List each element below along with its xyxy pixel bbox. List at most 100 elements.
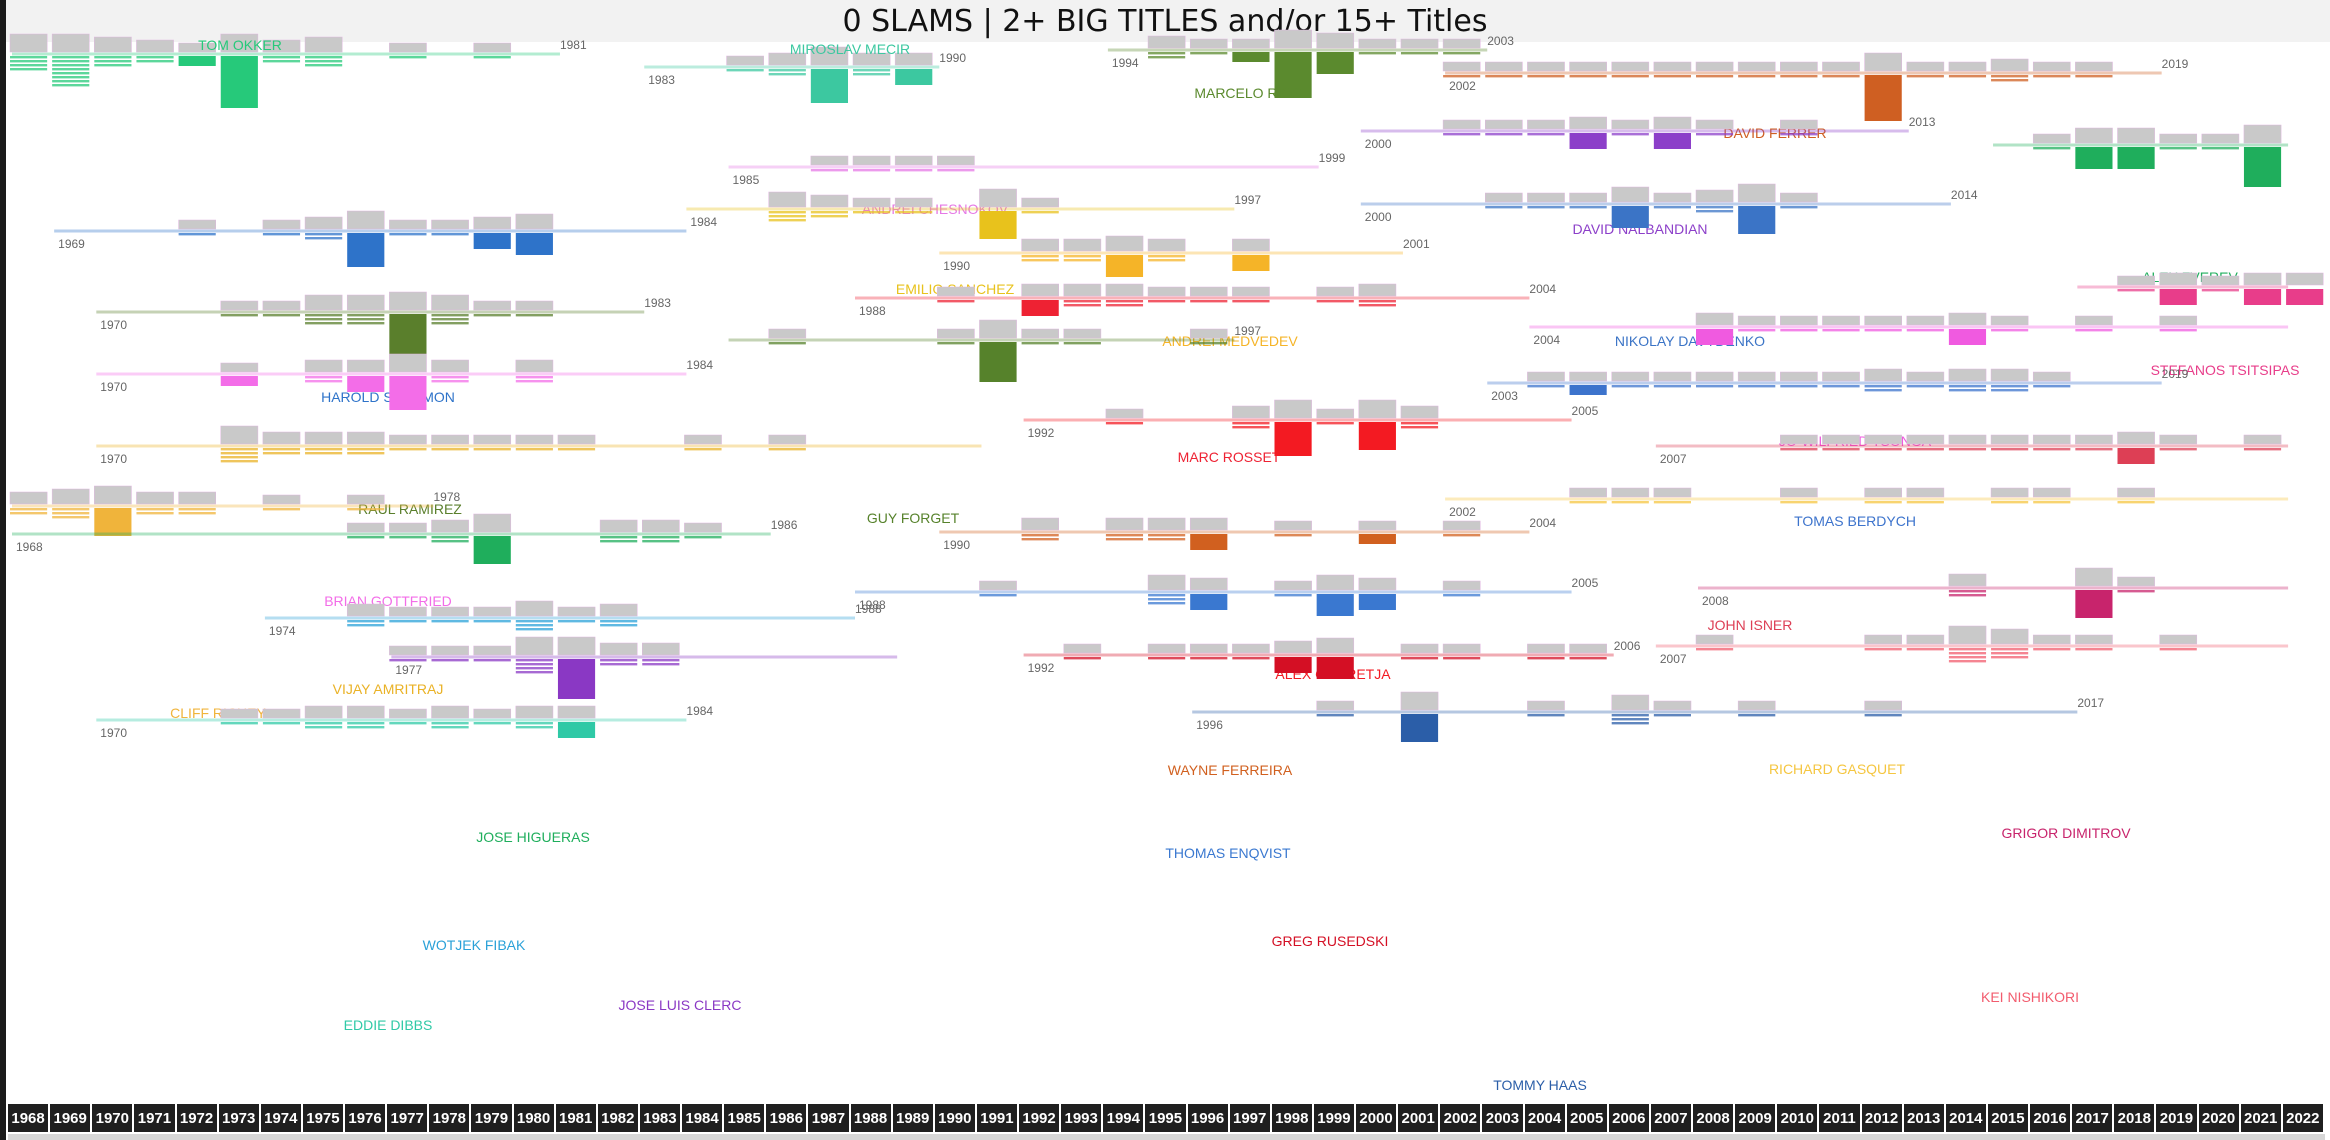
jose-higueras-end-year: 1986 bbox=[771, 518, 798, 532]
raul-ramirez-cap-1976 bbox=[346, 294, 385, 311]
nikolay-davydenko-cap-2006 bbox=[1611, 186, 1650, 203]
marc-rosset-start-year: 1988 bbox=[859, 304, 886, 318]
brian-gottfried-career-line bbox=[96, 372, 687, 376]
vijay-amritraj-title-mark-1976-1 bbox=[347, 452, 385, 455]
jose-luis-clerc-title-mark-1982-0 bbox=[600, 659, 638, 662]
david-ferrer-title-mark-2003-0 bbox=[1485, 75, 1523, 78]
year-label-1987: 1987 bbox=[808, 1104, 849, 1132]
raul-ramirez-title-mark-1976-1 bbox=[347, 318, 385, 321]
grigor-dimitrov-cap-2018 bbox=[2117, 576, 2155, 587]
alex-corretja-start-year: 1992 bbox=[1028, 426, 1055, 440]
marcelo-rios-name: MARCELO RIOS bbox=[1194, 85, 1301, 101]
guy-forget-title-mark-1996-0 bbox=[1190, 342, 1228, 345]
jose-luis-clerc-title-mark-1979-0 bbox=[473, 659, 511, 662]
raul-ramirez-big-title-1977 bbox=[389, 314, 427, 354]
vijay-amritraj-cap-1974 bbox=[262, 431, 301, 445]
thomas-enqvist-title-mark-1995-0 bbox=[1148, 594, 1186, 597]
vijay-amritraj-cap-1984 bbox=[684, 434, 722, 445]
david-nalbandian-title-mark-2004-0 bbox=[1527, 133, 1565, 136]
andrei-medvedev-start-year: 1990 bbox=[943, 259, 970, 273]
thomas-enqvist-big-title-1999 bbox=[1316, 594, 1354, 616]
david-ferrer-title-mark-2002-0 bbox=[1443, 75, 1481, 78]
tomas-berdych-title-mark-2015-1 bbox=[1991, 389, 2029, 392]
wotjek-fibak-cap-1980 bbox=[515, 600, 554, 617]
alex-zverev-cap-2020 bbox=[2201, 133, 2240, 144]
alex-zverev-title-mark-2016-0 bbox=[2033, 147, 2071, 150]
marcelo-rios-big-title-1999 bbox=[1316, 52, 1354, 74]
richard-gasquet-cap-2006 bbox=[1611, 487, 1650, 498]
miroslav-mecir-title-mark-1985-0 bbox=[726, 69, 764, 72]
guy-forget-name: GUY FORGET bbox=[867, 510, 960, 526]
andrei-medvedev-big-title-1997 bbox=[1232, 255, 1270, 271]
tomas-berdych-title-mark-2010-0 bbox=[1780, 385, 1818, 388]
richard-gasquet-cap-2012 bbox=[1864, 487, 1902, 498]
tommy-haas-title-mark-2007-0 bbox=[1653, 714, 1691, 717]
wotjek-fibak-title-mark-1980-1 bbox=[515, 624, 553, 627]
tom-okker-big-title-1972 bbox=[178, 56, 216, 66]
john-isner-cap-2019 bbox=[2159, 434, 2198, 445]
wotjek-fibak-name: WOTJEK FIBAK bbox=[423, 937, 526, 953]
greg-rusedski-cap-1998 bbox=[1274, 640, 1312, 654]
harold-solomon-cap-1979 bbox=[473, 216, 512, 230]
kei-nishikori-cap-2016 bbox=[2032, 634, 2071, 645]
nikolay-davydenko-title-mark-2008-0 bbox=[1696, 206, 1734, 209]
greg-rusedski-cap-1993 bbox=[1063, 643, 1102, 654]
marcelo-rios-cap-1996 bbox=[1189, 38, 1228, 49]
tomas-berdych-title-mark-2012-1 bbox=[1864, 389, 1902, 392]
wayne-ferreira-title-mark-1994-0 bbox=[1105, 534, 1144, 537]
stefanos-tsitsipas-career-line bbox=[2077, 285, 2289, 289]
jo-wilfried-tsonga-start-year: 2004 bbox=[1533, 333, 1560, 347]
year-label-2011: 2011 bbox=[1819, 1104, 1860, 1132]
raul-ramirez-name: RAUL RAMIREZ bbox=[358, 501, 462, 517]
andrei-chesnokov-cap-1987 bbox=[810, 155, 849, 166]
raul-ramirez-cap-1977 bbox=[389, 291, 427, 311]
tommy-haas-title-mark-1999-0 bbox=[1316, 714, 1354, 717]
kei-nishikori-career-line bbox=[1655, 644, 2289, 648]
emilio-sanchez-title-mark-1987-1 bbox=[810, 215, 848, 218]
guy-forget-end-year: 1997 bbox=[1234, 324, 1261, 338]
john-isner-cap-2015 bbox=[1990, 434, 2029, 445]
wotjek-fibak-title-mark-1976-1 bbox=[347, 624, 385, 627]
eddie-dibbs-cap-1979 bbox=[473, 708, 512, 719]
harold-solomon-cap-1976 bbox=[346, 210, 385, 230]
tomas-berdych-title-mark-2012-0 bbox=[1864, 385, 1902, 388]
tom-okker-title-mark-1968-2 bbox=[10, 64, 48, 67]
jose-higueras-title-mark-1983-0 bbox=[642, 536, 680, 539]
kei-nishikori-title-mark-2014-2 bbox=[1948, 656, 1987, 659]
eddie-dibbs-title-mark-1980-0 bbox=[515, 722, 553, 725]
stefanos-tsitsipas-title-mark-2018-0 bbox=[2117, 289, 2155, 292]
thomas-enqvist-title-mark-1995-1 bbox=[1148, 598, 1186, 601]
raul-ramirez-title-mark-1975-1 bbox=[305, 318, 343, 321]
david-ferrer-big-title-2012 bbox=[1864, 75, 1902, 121]
cliff-richey-title-mark-1971-0 bbox=[136, 508, 174, 511]
stefanos-tsitsipas-name: STEFANOS TSITSIPAS bbox=[2151, 362, 2300, 378]
john-isner-big-title-2018 bbox=[2117, 448, 2155, 464]
tom-okker-title-mark-1969-0 bbox=[52, 56, 90, 59]
jose-higueras-name: JOSE HIGUERAS bbox=[476, 829, 590, 845]
greg-rusedski-name: GREG RUSEDSKI bbox=[1272, 933, 1389, 949]
david-ferrer-title-mark-2008-0 bbox=[1696, 75, 1734, 78]
richard-gasquet-cap-2007 bbox=[1653, 487, 1692, 498]
tom-okker-cap-1977 bbox=[389, 42, 427, 53]
harold-solomon-cap-1972 bbox=[178, 219, 217, 230]
tommy-haas-start-year: 1996 bbox=[1196, 718, 1223, 732]
john-isner-cap-2010 bbox=[1780, 434, 1818, 445]
richard-gasquet-cap-2013 bbox=[1906, 487, 1945, 498]
tom-okker-title-mark-1968-0 bbox=[10, 56, 48, 59]
year-label-1975: 1975 bbox=[302, 1104, 343, 1132]
year-label-2017: 2017 bbox=[2072, 1104, 2113, 1132]
tomas-berdych-title-mark-2008-0 bbox=[1696, 385, 1734, 388]
vijay-amritraj-cap-1978 bbox=[431, 434, 469, 445]
year-label-1968: 1968 bbox=[8, 1104, 49, 1132]
david-ferrer-title-mark-2007-0 bbox=[1653, 75, 1691, 78]
tomas-berdych-cap-2007 bbox=[1653, 371, 1692, 382]
emilio-sanchez-cap-1992 bbox=[1021, 197, 1059, 208]
vijay-amritraj-title-mark-1977-0 bbox=[389, 448, 427, 451]
greg-rusedski-start-year: 1992 bbox=[1028, 661, 1055, 675]
alex-corretja-cap-2000 bbox=[1358, 399, 1397, 419]
tom-okker-title-mark-1977-0 bbox=[389, 56, 427, 59]
jose-luis-clerc-career-line bbox=[391, 655, 898, 659]
eddie-dibbs-cap-1975 bbox=[304, 705, 343, 719]
jose-luis-clerc-cap-1982 bbox=[599, 642, 638, 656]
brian-gottfried-name: BRIAN GOTTFRIED bbox=[324, 593, 452, 609]
